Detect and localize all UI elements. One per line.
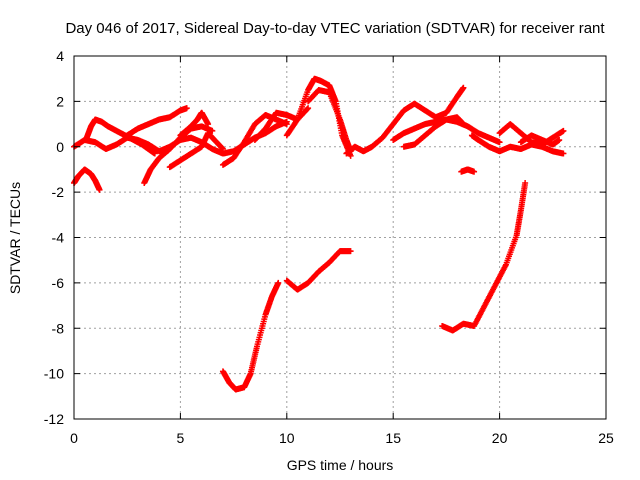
y-tick-label: -10 xyxy=(44,366,64,382)
x-tick-label: 5 xyxy=(177,430,185,446)
chart-title: Day 046 of 2017, Sidereal Day-to-day VTE… xyxy=(65,20,605,37)
data-point xyxy=(460,84,467,91)
trace-marker xyxy=(293,117,300,124)
series-track-14 xyxy=(400,114,467,150)
y-axis-label: SDTVAR / TECUs xyxy=(7,182,23,294)
x-tick-label: 15 xyxy=(385,430,401,446)
series-track-18 xyxy=(517,132,563,148)
x-tick-label: 0 xyxy=(70,430,78,446)
grid-layer xyxy=(74,56,606,419)
data-point xyxy=(496,139,503,146)
data-point xyxy=(209,127,216,134)
series-track-7 xyxy=(177,109,212,139)
data-point xyxy=(275,279,282,286)
data-layer xyxy=(71,75,567,393)
x-tick-label: 20 xyxy=(492,430,508,446)
data-point xyxy=(556,136,563,143)
y-tick-label: -6 xyxy=(52,275,65,291)
data-point xyxy=(283,121,290,128)
data-point xyxy=(522,180,529,187)
y-tick-label: -2 xyxy=(52,184,65,200)
y-tick-label: 0 xyxy=(56,139,64,155)
data-point xyxy=(183,105,190,112)
data-point xyxy=(560,127,567,134)
series-track-6 xyxy=(166,130,226,171)
data-point xyxy=(151,150,158,157)
series-track-16 xyxy=(468,132,567,157)
data-point xyxy=(347,248,354,255)
series-track-20 xyxy=(283,248,354,293)
tick-layer: 0 5 10 15 20 25 -12 -10 -8 -6 -4 -2 0 2 4 xyxy=(44,48,614,446)
data-point xyxy=(305,105,312,112)
series-track-19 xyxy=(219,279,282,393)
series-track-15 xyxy=(458,166,478,175)
y-tick-label: -12 xyxy=(44,411,64,427)
data-point xyxy=(560,150,567,157)
series-track-21 xyxy=(439,180,529,334)
y-tick-label: 4 xyxy=(56,48,64,64)
x-axis-label: GPS time / hours xyxy=(287,457,394,473)
series-track-3 xyxy=(71,166,103,193)
y-tick-label: 2 xyxy=(56,93,64,109)
data-point xyxy=(471,168,478,175)
series-track-12 xyxy=(343,84,467,157)
data-point xyxy=(460,121,467,128)
data-point xyxy=(96,186,103,193)
x-tick-label: 10 xyxy=(279,430,295,446)
x-tick-label: 25 xyxy=(598,430,614,446)
series-track-4 xyxy=(124,105,190,139)
data-point xyxy=(219,146,226,153)
y-tick-label: -4 xyxy=(52,230,65,246)
trace-marker xyxy=(304,105,311,112)
series-track-11 xyxy=(305,87,354,155)
data-point xyxy=(205,121,212,128)
y-tick-label: -8 xyxy=(52,320,65,336)
